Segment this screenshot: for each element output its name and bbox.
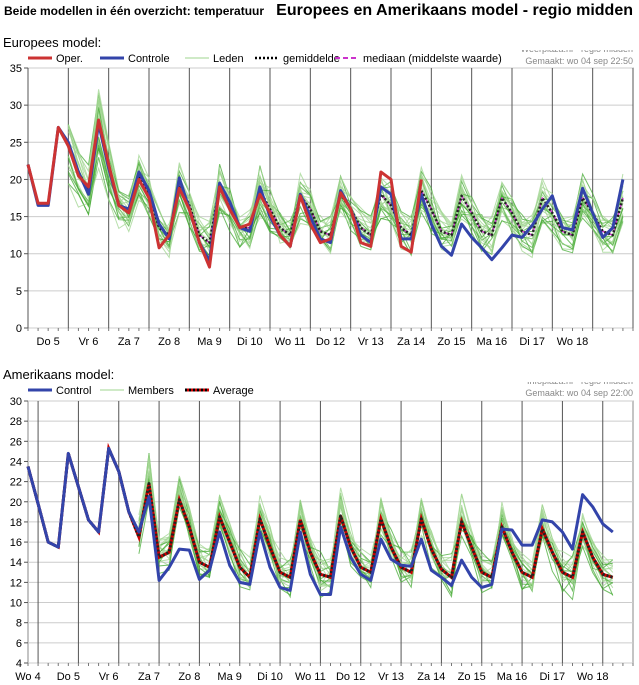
y-tick-label: 4 bbox=[16, 658, 22, 670]
x-tick-label: Wo 11 bbox=[275, 336, 306, 348]
x-tick-label: Do 12 bbox=[316, 336, 345, 348]
x-tick-label: Do 5 bbox=[57, 671, 80, 683]
y-tick-label: 30 bbox=[10, 396, 22, 408]
series-line-oper- bbox=[26, 118, 423, 269]
y-tick-label: 12 bbox=[10, 577, 22, 589]
y-tick-label: 30 bbox=[10, 100, 22, 112]
legend-label: gemiddelde bbox=[283, 53, 340, 65]
y-tick-label: 20 bbox=[10, 174, 22, 186]
y-tick-label: 10 bbox=[10, 249, 22, 261]
x-tick-label: Za 7 bbox=[118, 336, 140, 348]
made-timestamp: Gemaakt: wo 04 sep 22:50 bbox=[525, 56, 633, 66]
y-tick-label: 14 bbox=[10, 557, 22, 569]
legend-label: Average bbox=[213, 385, 254, 397]
legend-label: Control bbox=[56, 385, 91, 397]
member-line bbox=[67, 136, 624, 249]
source-text: Infoplaza.nl - regio midden bbox=[527, 382, 633, 386]
us-section-title: Amerikaans model: bbox=[3, 367, 115, 382]
y-tick-label: 25 bbox=[10, 137, 22, 149]
legend-label: Oper. bbox=[56, 53, 83, 65]
legend-label: mediaan (middelste waarde) bbox=[363, 53, 502, 65]
y-tick-label: 15 bbox=[10, 212, 22, 224]
x-tick-label: Vr 6 bbox=[99, 671, 119, 683]
x-tick-label: Do 5 bbox=[37, 336, 60, 348]
y-tick-label: 22 bbox=[10, 477, 22, 489]
member-line bbox=[67, 166, 624, 255]
series-line-average bbox=[26, 446, 614, 579]
x-tick-label: Di 10 bbox=[237, 336, 263, 348]
us-temperature-chart: 4 6 8 10 12 14 16 18 20 22 24 26 28 30 Wo 4 Do 5 Vr 6 Za … bbox=[10, 382, 634, 683]
x-tick-label: Do 12 bbox=[336, 671, 365, 683]
y-tick-label: 10 bbox=[10, 598, 22, 610]
y-tick-label: 24 bbox=[10, 456, 22, 468]
x-tick-label: Zo 8 bbox=[158, 336, 180, 348]
x-tick-label: Za 14 bbox=[397, 336, 425, 348]
legend-label: Members bbox=[128, 385, 174, 397]
x-tick-label: Di 17 bbox=[539, 671, 565, 683]
member-line bbox=[67, 109, 624, 249]
x-tick-label: Vr 6 bbox=[79, 336, 99, 348]
series-line-gemiddelde bbox=[26, 120, 625, 244]
x-tick-label: Za 14 bbox=[417, 671, 445, 683]
made-timestamp: Gemaakt: wo 04 sep 22:00 bbox=[525, 388, 633, 398]
x-tick-label: Za 7 bbox=[138, 671, 160, 683]
x-tick-label: Ma 9 bbox=[217, 671, 241, 683]
x-tick-label: Ma 9 bbox=[197, 336, 221, 348]
x-tick-label: Di 10 bbox=[257, 671, 283, 683]
x-tick-label: Wo 4 bbox=[15, 671, 40, 683]
x-tick-label: Wo 11 bbox=[295, 671, 326, 683]
x-tick-label: Vr 13 bbox=[378, 671, 404, 683]
y-tick-label: 18 bbox=[10, 517, 22, 529]
x-tick-label: Wo 18 bbox=[577, 671, 609, 683]
plot-area bbox=[27, 400, 634, 664]
x-tick-label: Zo 15 bbox=[458, 671, 486, 683]
euro-temperature-chart: 0 5 10 15 20 25 30 35 Do 5 Vr 6 Za 7 Zo 8 Ma 9 Di 10 W… bbox=[10, 50, 634, 348]
x-tick-label: Wo 18 bbox=[557, 336, 589, 348]
x-tick-label: Ma 16 bbox=[477, 336, 508, 348]
y-tick-label: 8 bbox=[16, 618, 22, 630]
series-line-control bbox=[26, 446, 614, 596]
y-tick-label: 20 bbox=[10, 497, 22, 509]
left-header-title: Beide modellen in één overzicht: tempera… bbox=[4, 4, 265, 18]
source-text: Weerplaza.nl - regio midden bbox=[521, 50, 633, 54]
x-tick-label: Di 17 bbox=[519, 336, 545, 348]
x-tick-label: Zo 8 bbox=[178, 671, 200, 683]
y-tick-label: 28 bbox=[10, 416, 22, 428]
right-header-title: Europees en Amerikaans model - regio mid… bbox=[276, 2, 633, 19]
y-tick-label: 16 bbox=[10, 537, 22, 549]
x-tick-label: Vr 13 bbox=[358, 336, 384, 348]
y-tick-label: 26 bbox=[10, 436, 22, 448]
y-tick-label: 0 bbox=[16, 323, 22, 335]
legend-label: Leden bbox=[213, 53, 244, 65]
y-tick-label: 6 bbox=[16, 638, 22, 650]
member-line bbox=[138, 454, 613, 576]
euro-section-title: Europees model: bbox=[3, 35, 102, 50]
y-tick-label: 5 bbox=[16, 286, 22, 298]
legend-label: Controle bbox=[128, 53, 170, 65]
x-tick-label: Zo 15 bbox=[437, 336, 465, 348]
y-tick-label: 35 bbox=[10, 63, 22, 75]
x-tick-label: Ma 16 bbox=[497, 671, 528, 683]
